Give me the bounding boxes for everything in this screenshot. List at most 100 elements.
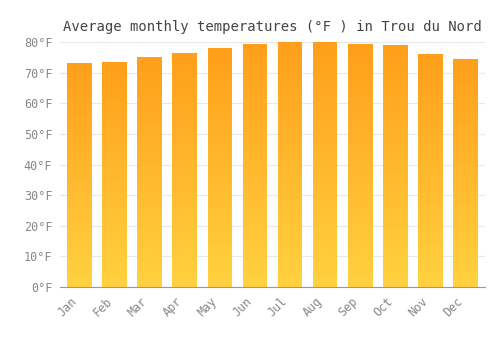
Bar — [208, 279, 232, 280]
Bar — [102, 200, 126, 202]
Bar — [383, 234, 407, 235]
Bar — [418, 257, 443, 258]
Bar — [454, 135, 478, 137]
Bar — [138, 110, 162, 111]
Bar — [208, 105, 232, 107]
Bar — [67, 245, 92, 246]
Bar — [242, 178, 267, 180]
Bar — [313, 107, 338, 108]
Bar — [383, 193, 407, 194]
Bar — [67, 138, 92, 139]
Bar — [172, 162, 197, 163]
Bar — [383, 279, 407, 280]
Bar — [138, 279, 162, 280]
Bar — [138, 253, 162, 254]
Bar — [208, 223, 232, 224]
Bar — [138, 115, 162, 116]
Bar — [138, 145, 162, 146]
Bar — [102, 279, 126, 280]
Bar — [67, 84, 92, 85]
Bar — [383, 179, 407, 181]
Bar — [102, 281, 126, 282]
Bar — [348, 236, 372, 237]
Bar — [348, 152, 372, 153]
Bar — [278, 246, 302, 248]
Bar — [383, 168, 407, 170]
Bar — [67, 170, 92, 171]
Bar — [208, 262, 232, 263]
Bar — [102, 94, 126, 96]
Bar — [418, 261, 443, 262]
Bar — [454, 190, 478, 191]
Bar — [138, 203, 162, 204]
Bar — [102, 104, 126, 105]
Bar — [102, 272, 126, 273]
Bar — [208, 237, 232, 238]
Bar — [172, 218, 197, 219]
Bar — [313, 82, 338, 84]
Bar — [418, 228, 443, 229]
Bar — [418, 145, 443, 146]
Bar — [67, 240, 92, 241]
Bar — [172, 211, 197, 212]
Bar — [172, 198, 197, 199]
Bar — [418, 234, 443, 236]
Bar — [172, 165, 197, 166]
Bar — [208, 197, 232, 198]
Bar — [208, 67, 232, 69]
Bar — [172, 250, 197, 251]
Bar — [242, 165, 267, 167]
Bar — [102, 268, 126, 269]
Bar — [454, 194, 478, 195]
Bar — [172, 274, 197, 275]
Bar — [348, 272, 372, 274]
Bar — [208, 180, 232, 181]
Bar — [348, 193, 372, 195]
Bar — [454, 61, 478, 62]
Bar — [348, 139, 372, 140]
Bar — [208, 194, 232, 195]
Bar — [278, 181, 302, 182]
Bar — [383, 194, 407, 195]
Bar — [172, 232, 197, 233]
Bar — [102, 228, 126, 229]
Bar — [138, 248, 162, 249]
Bar — [67, 173, 92, 174]
Bar — [102, 212, 126, 213]
Bar — [383, 170, 407, 171]
Bar — [348, 91, 372, 92]
Bar — [102, 93, 126, 94]
Bar — [138, 250, 162, 251]
Bar — [454, 139, 478, 140]
Bar — [383, 66, 407, 67]
Bar — [102, 101, 126, 103]
Bar — [383, 73, 407, 74]
Bar — [383, 261, 407, 263]
Bar — [278, 148, 302, 150]
Bar — [348, 163, 372, 164]
Bar — [454, 230, 478, 231]
Bar — [67, 137, 92, 138]
Bar — [67, 264, 92, 265]
Bar — [138, 140, 162, 141]
Bar — [208, 71, 232, 72]
Bar — [348, 164, 372, 165]
Bar — [138, 258, 162, 259]
Bar — [172, 96, 197, 97]
Bar — [313, 123, 338, 124]
Bar — [383, 195, 407, 196]
Bar — [208, 203, 232, 205]
Bar — [348, 73, 372, 74]
Bar — [418, 252, 443, 253]
Bar — [208, 280, 232, 281]
Bar — [418, 111, 443, 112]
Bar — [348, 79, 372, 80]
Bar — [383, 103, 407, 104]
Bar — [208, 64, 232, 65]
Bar — [138, 231, 162, 232]
Bar — [67, 210, 92, 211]
Bar — [313, 160, 338, 161]
Bar — [348, 146, 372, 147]
Bar — [418, 214, 443, 215]
Bar — [102, 123, 126, 124]
